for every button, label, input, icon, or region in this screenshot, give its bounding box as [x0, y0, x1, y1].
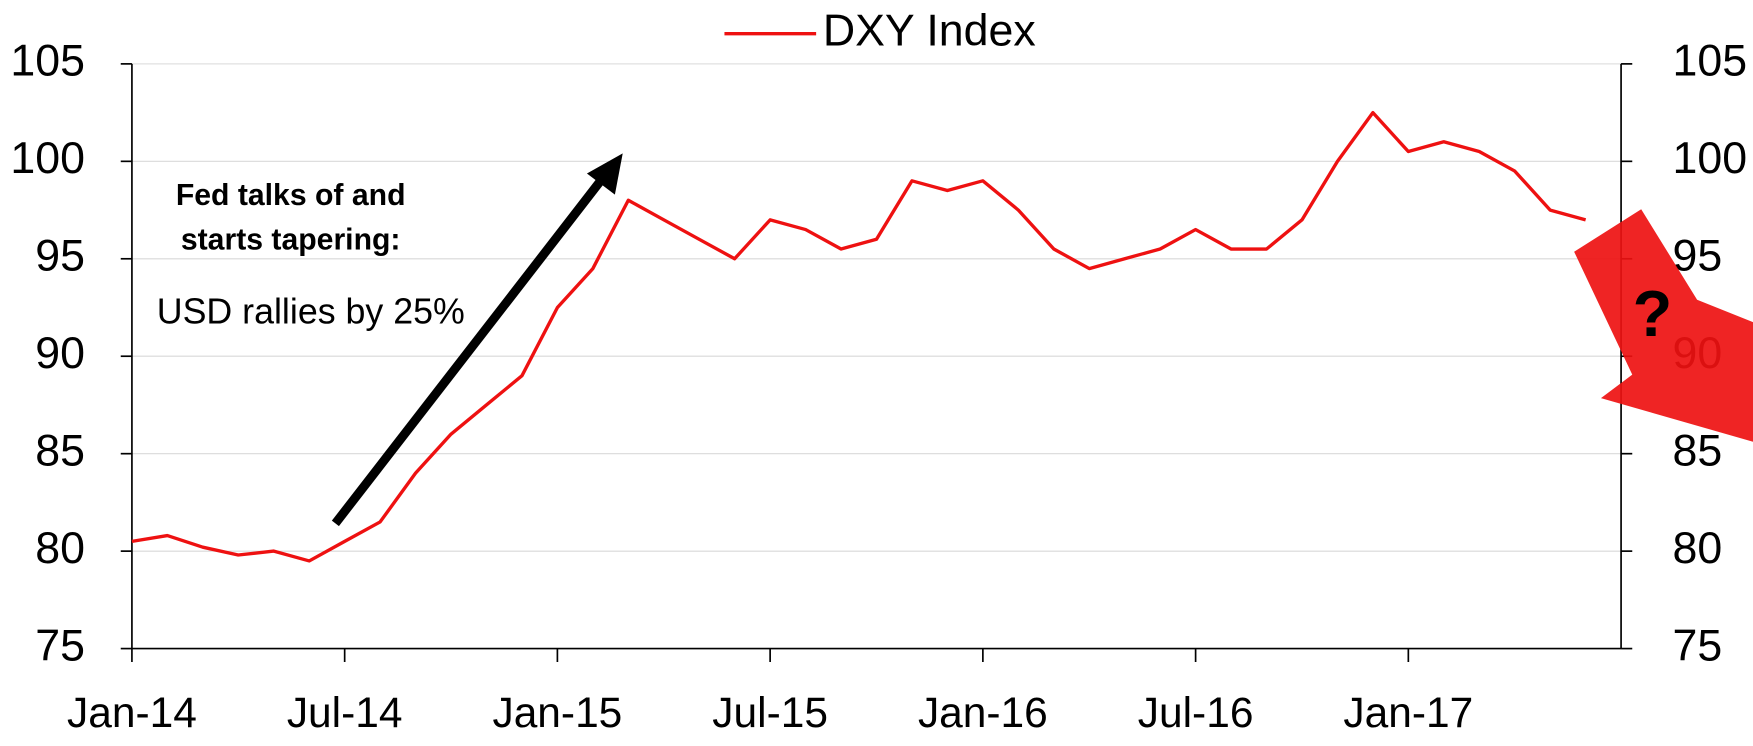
x-tick-label: Jan-15 [492, 690, 622, 737]
axes: 75808590951001057580859095100105Jan-14Ju… [10, 37, 1747, 737]
y2-tick-label: 105 [1673, 37, 1748, 86]
y-tick-label: 90 [35, 329, 85, 378]
y-tick-label: 85 [35, 426, 85, 475]
chart: 75808590951001057580859095100105Jan-14Ju… [0, 0, 1753, 746]
x-tick-label: Jul-15 [712, 690, 828, 737]
y-tick-label: 105 [10, 37, 85, 86]
annotation: starts tapering: [181, 224, 401, 257]
annotation: USD rallies by 25% [157, 292, 465, 332]
x-tick-label: Jan-17 [1343, 690, 1473, 737]
y2-tick-label: 80 [1673, 524, 1723, 573]
x-tick-label: Jan-16 [918, 690, 1048, 737]
x-tick-label: Jul-16 [1138, 690, 1254, 737]
y2-tick-label: 85 [1673, 426, 1723, 475]
annotation: ? [1633, 277, 1673, 350]
y2-tick-label: 75 [1673, 621, 1723, 670]
y-tick-label: 95 [35, 232, 85, 281]
page: {"chart_data": {"type": "line", "x": ["2… [0, 0, 1753, 746]
x-tick-label: Jan-14 [67, 690, 197, 737]
y2-tick-label: 100 [1673, 134, 1748, 183]
grid [132, 64, 1621, 649]
legend-label: DXY Index [823, 7, 1036, 56]
y-tick-label: 75 [35, 621, 85, 670]
y-tick-label: 80 [35, 524, 85, 573]
y-tick-label: 100 [10, 134, 85, 183]
x-tick-label: Jul-14 [287, 690, 403, 737]
annotation: Fed talks of and [176, 179, 406, 212]
